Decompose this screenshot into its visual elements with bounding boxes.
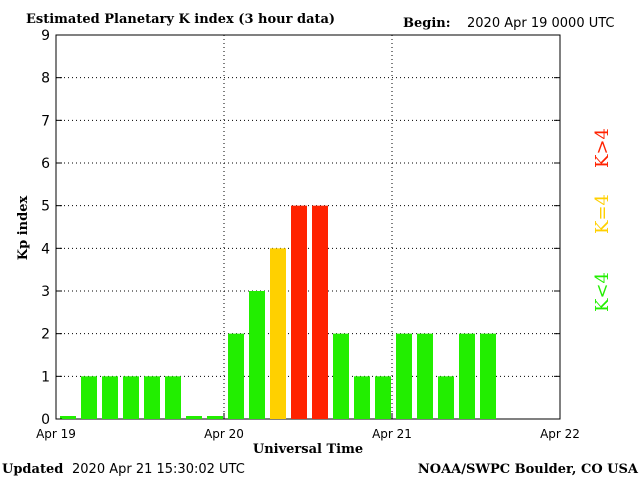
kp-bar bbox=[207, 416, 223, 419]
y-tick-label: 0 bbox=[41, 412, 50, 428]
y-tick-label: 7 bbox=[41, 113, 50, 129]
y-ticks: 0 1 2 3 4 5 6 7 8 9 bbox=[41, 28, 560, 428]
kp-bar bbox=[291, 205, 307, 419]
y-tick-label: 5 bbox=[41, 199, 50, 215]
legend-high: K>4 bbox=[592, 128, 613, 168]
kp-bar bbox=[354, 376, 370, 419]
chart-title: Estimated Planetary K index (3 hour data… bbox=[26, 12, 335, 27]
y-tick-label: 9 bbox=[41, 28, 50, 44]
kp-bar bbox=[396, 333, 412, 419]
plot-frame bbox=[55, 34, 561, 420]
x-tick-label: Apr 20 bbox=[204, 427, 244, 441]
source-credit: NOAA/SWPC Boulder, CO USA bbox=[418, 462, 639, 477]
updated-label: Updated bbox=[2, 462, 63, 477]
kp-bar bbox=[228, 333, 244, 419]
bars bbox=[60, 205, 496, 419]
updated-value: 2020 Apr 21 15:30:02 UTC bbox=[72, 462, 245, 477]
legend-mid: K=4 bbox=[592, 194, 613, 234]
y-tick-label: 2 bbox=[41, 327, 50, 343]
kp-bar bbox=[186, 416, 202, 419]
y-tick-label: 1 bbox=[41, 369, 50, 385]
kp-bar bbox=[459, 333, 475, 419]
grid-lines bbox=[56, 35, 560, 419]
kp-bar bbox=[60, 416, 76, 419]
kp-bar bbox=[375, 376, 391, 419]
kp-bar bbox=[81, 376, 97, 419]
x-tick-label: Apr 21 bbox=[372, 427, 412, 441]
y-tick-label: 8 bbox=[41, 71, 50, 87]
y-tick-label: 4 bbox=[41, 241, 50, 257]
begin-value: 2020 Apr 19 0000 UTC bbox=[467, 16, 615, 31]
kp-bar bbox=[123, 376, 139, 419]
legend-low: K<4 bbox=[592, 272, 613, 312]
kp-bar bbox=[438, 376, 454, 419]
kp-bar bbox=[312, 205, 328, 419]
y-axis-label: Kp index bbox=[16, 196, 31, 261]
y-tick-label: 3 bbox=[41, 284, 50, 300]
kp-bar bbox=[165, 376, 181, 419]
kp-bar bbox=[270, 248, 286, 419]
kp-bar bbox=[417, 333, 433, 419]
x-ticks: Apr 19 Apr 20 Apr 21 Apr 22 bbox=[36, 413, 580, 441]
x-tick-label: Apr 22 bbox=[540, 427, 580, 441]
kp-bar bbox=[102, 376, 118, 419]
kp-bar bbox=[480, 333, 496, 419]
x-tick-label: Apr 19 bbox=[36, 427, 76, 441]
x-axis-label: Universal Time bbox=[253, 442, 363, 457]
kp-bar bbox=[249, 291, 265, 419]
kp-bar bbox=[144, 376, 160, 419]
kp-bar bbox=[333, 333, 349, 419]
y-tick-label: 6 bbox=[41, 156, 50, 172]
begin-label: Begin: bbox=[403, 16, 451, 31]
